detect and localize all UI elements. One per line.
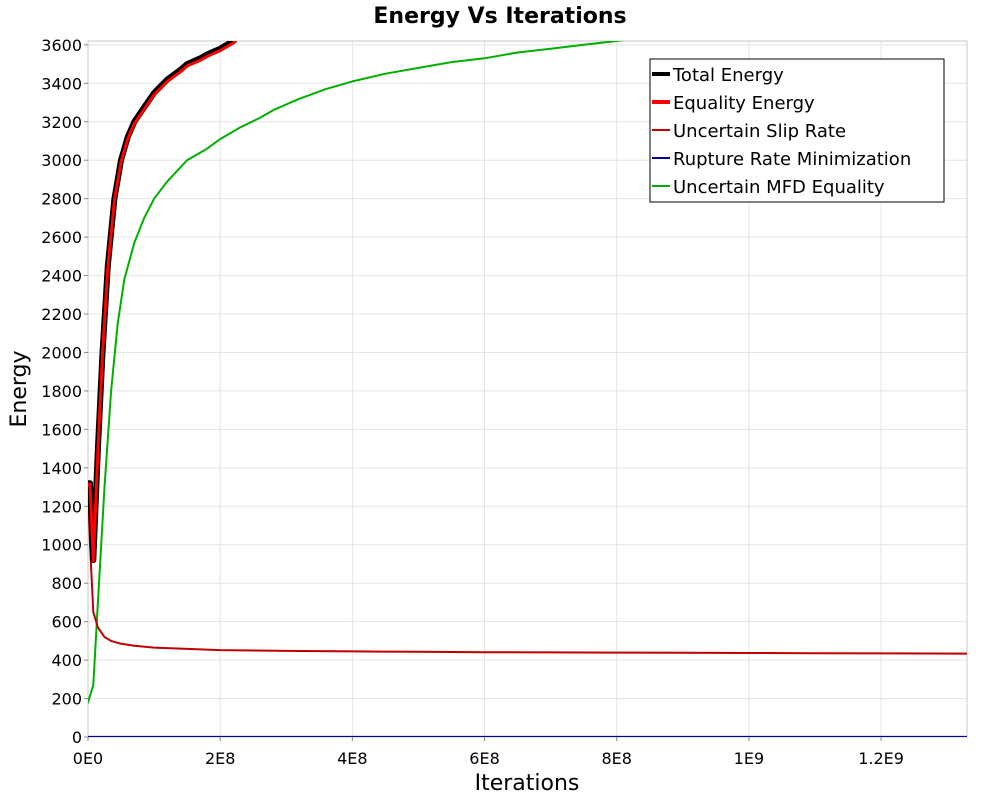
y-tick-label: 3600 — [41, 36, 82, 55]
series-line-uncertain-mfd-equality — [88, 41, 626, 704]
y-tick-label: 400 — [51, 651, 82, 670]
series-line-equality-energy — [88, 41, 238, 563]
x-tick-label: 0E0 — [73, 749, 103, 768]
y-tick-label: 600 — [51, 613, 82, 632]
legend: Total Energy Equality Energy Uncertain Sli… — [649, 58, 945, 203]
y-tick-label: 1000 — [41, 536, 82, 555]
x-tick-label: 2E8 — [205, 749, 235, 768]
y-tick-label: 3400 — [41, 74, 82, 93]
x-tick-label: 8E8 — [601, 749, 631, 768]
y-axis: 0 200 400 600 800 1000 1200 1400 1600 1800 2000 220… — [41, 36, 88, 747]
y-axis-label: Energy — [7, 350, 32, 427]
y-tick-label: 3200 — [41, 113, 82, 132]
y-tick-label: 2200 — [41, 305, 82, 324]
legend-label-uncertain-mfd-equality: Uncertain MFD Equality — [673, 177, 885, 198]
legend-box — [649, 58, 945, 203]
legend-label-rupture-rate-minimization: Rupture Rate Minimization — [673, 149, 911, 170]
y-tick-label: 800 — [51, 574, 82, 593]
y-tick-label: 200 — [51, 690, 82, 709]
y-tick-label: 1200 — [41, 497, 82, 516]
y-tick-label: 1600 — [41, 420, 82, 439]
y-tick-label: 3000 — [41, 151, 82, 170]
x-tick-label: 6E8 — [469, 749, 499, 768]
x-tick-label: 1.2E9 — [858, 749, 904, 768]
x-tick-label: 4E8 — [337, 749, 367, 768]
y-tick-label: 2400 — [41, 267, 82, 286]
legend-label-total-energy: Total Energy — [672, 65, 784, 86]
y-tick-label: 2800 — [41, 190, 82, 209]
series-line-uncertain-slip-rate — [88, 486, 967, 655]
legend-label-equality-energy: Equality Energy — [673, 93, 815, 114]
series-lines — [88, 41, 967, 737]
legend-label-uncertain-slip-rate: Uncertain Slip Rate — [673, 121, 846, 142]
y-tick-label: 1400 — [41, 459, 82, 478]
y-tick-label: 2600 — [41, 228, 82, 247]
y-tick-label: 0 — [72, 728, 82, 747]
x-axis-label: Iterations — [475, 771, 580, 796]
chart-title: Energy Vs Iterations — [373, 4, 626, 29]
y-tick-label: 1800 — [41, 382, 82, 401]
x-tick-label: 1E9 — [734, 749, 764, 768]
y-tick-label: 2000 — [41, 343, 82, 362]
x-axis: 0E0 2E8 4E8 6E8 8E8 1E9 1.2E9 — [73, 737, 904, 768]
